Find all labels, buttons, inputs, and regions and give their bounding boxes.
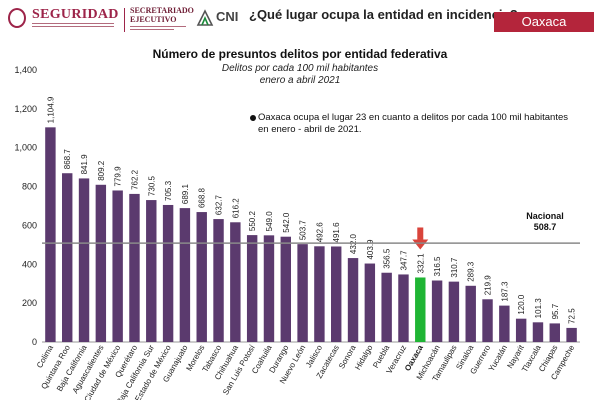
bar — [515, 318, 527, 342]
bar-value-label: 101.3 — [534, 298, 543, 319]
bar — [566, 327, 577, 342]
sesnsp-logo: SECRETARIADO EJECUTIVO — [130, 6, 194, 34]
y-tick-label: 1,000 — [14, 143, 37, 153]
bar-value-label: 72.5 — [568, 308, 577, 324]
y-tick-label: 800 — [22, 182, 37, 192]
bullet-icon — [250, 115, 256, 121]
bar — [347, 258, 359, 342]
bar-value-label: 549.0 — [265, 211, 274, 232]
ranking-note-text: Oaxaca ocupa el lugar 23 en cuanto a del… — [258, 112, 569, 135]
bar — [549, 323, 560, 342]
bar-value-label: 95.7 — [551, 303, 560, 319]
bar-value-label: 868.7 — [63, 149, 72, 170]
bar — [230, 222, 241, 342]
bar — [364, 263, 376, 342]
bar-value-label: 550.2 — [248, 211, 257, 232]
sesnsp-logo-line1: SECRETARIADO — [130, 6, 194, 15]
bar — [196, 212, 207, 342]
bar-value-label: 356.5 — [383, 248, 392, 269]
bar — [78, 178, 90, 342]
bar-value-label: 542.0 — [282, 212, 291, 233]
seguridad-logo: SEGURIDAD — [8, 6, 120, 34]
national-average-value: 508.7 — [534, 222, 557, 232]
y-tick-label: 200 — [22, 298, 37, 308]
bar — [415, 277, 426, 342]
bar-value-label: 616.2 — [231, 198, 240, 219]
chart-subtitle-2: enero a abril 2021 — [259, 75, 341, 86]
bar — [162, 204, 174, 342]
bar-value-label: 632.7 — [215, 195, 224, 216]
bar — [280, 236, 291, 342]
bar — [532, 322, 544, 342]
national-average-label: Nacional — [526, 211, 564, 221]
bar-value-label: 762.2 — [130, 169, 139, 190]
bar — [398, 274, 409, 342]
chart-subtitle-1: Delitos por cada 100 mil habitantes — [221, 63, 379, 74]
bar — [314, 246, 325, 342]
bar-value-label: 705.3 — [164, 180, 173, 201]
bar-value-label: 219.9 — [484, 275, 493, 296]
bar — [331, 246, 342, 342]
state-tab-oaxaca[interactable]: Oaxaca — [494, 12, 594, 32]
ranking-note: Oaxaca ocupa el lugar 23 en cuanto a del… — [250, 112, 578, 136]
bar-value-label: 332.1 — [416, 253, 425, 274]
header-bar: SEGURIDAD SECRETARIADO EJECUTIVO CNI ¿Qu… — [0, 0, 600, 40]
bar — [482, 299, 493, 342]
sesnsp-logo-line2: EJECUTIVO — [130, 15, 177, 24]
bar — [62, 173, 73, 342]
bar-value-label: 779.9 — [114, 166, 123, 187]
bar — [213, 219, 224, 342]
y-tick-label: 1,400 — [14, 65, 37, 75]
bar — [179, 208, 191, 342]
bar-value-label: 809.2 — [97, 160, 106, 181]
bar — [381, 272, 392, 342]
bar — [465, 285, 476, 342]
bar-value-label: 120.0 — [517, 294, 526, 315]
bar-value-label: 289.3 — [467, 261, 476, 282]
bar-value-label: 503.7 — [299, 220, 308, 241]
bar — [246, 235, 258, 342]
highlight-arrow-shaft — [417, 227, 424, 240]
header-divider — [124, 8, 125, 32]
y-tick-label: 1,200 — [14, 104, 37, 114]
bar-value-label: 187.3 — [500, 281, 509, 302]
y-tick-label: 0 — [32, 337, 37, 347]
bar — [146, 200, 157, 342]
sesnsp-logo-rule — [130, 26, 186, 27]
cni-logo: CNI — [196, 8, 244, 34]
bar — [448, 281, 460, 342]
bar-value-label: 841.9 — [80, 154, 89, 175]
bar — [129, 193, 140, 342]
coat-of-arms-icon — [8, 8, 26, 28]
bar-value-label: 730.5 — [147, 176, 156, 197]
bar-value-label: 491.6 — [332, 222, 341, 243]
bar-value-label: 1,104.9 — [46, 96, 55, 123]
bar-value-label: 689.1 — [181, 184, 190, 205]
bar — [95, 184, 107, 342]
highlight-arrow-head — [412, 239, 429, 250]
bar-value-label: 347.7 — [399, 250, 408, 271]
page-question: ¿Qué lugar ocupa la entidad en incidenci… — [249, 7, 518, 22]
seguridad-logo-underline — [32, 23, 114, 27]
bar-value-label: 310.7 — [450, 257, 459, 278]
sesnsp-logo-rule — [130, 29, 174, 30]
cni-emblem-icon — [196, 9, 214, 26]
bar-value-label: 316.5 — [433, 256, 442, 277]
bar-value-label: 403.9 — [366, 239, 375, 260]
y-tick-label: 600 — [22, 220, 37, 230]
seguridad-logo-text: SEGURIDAD — [32, 7, 119, 22]
bar — [112, 190, 123, 342]
bar-value-label: 668.8 — [198, 187, 207, 208]
y-tick-label: 400 — [22, 259, 37, 269]
cni-logo-text: CNI — [216, 9, 239, 24]
bar — [263, 235, 275, 342]
bar — [431, 280, 443, 342]
bar — [499, 305, 510, 342]
chart-title: Número de presuntos delitos por entidad … — [152, 47, 448, 61]
bar — [45, 127, 56, 343]
bar — [297, 244, 308, 342]
bar-value-label: 492.6 — [315, 222, 324, 243]
